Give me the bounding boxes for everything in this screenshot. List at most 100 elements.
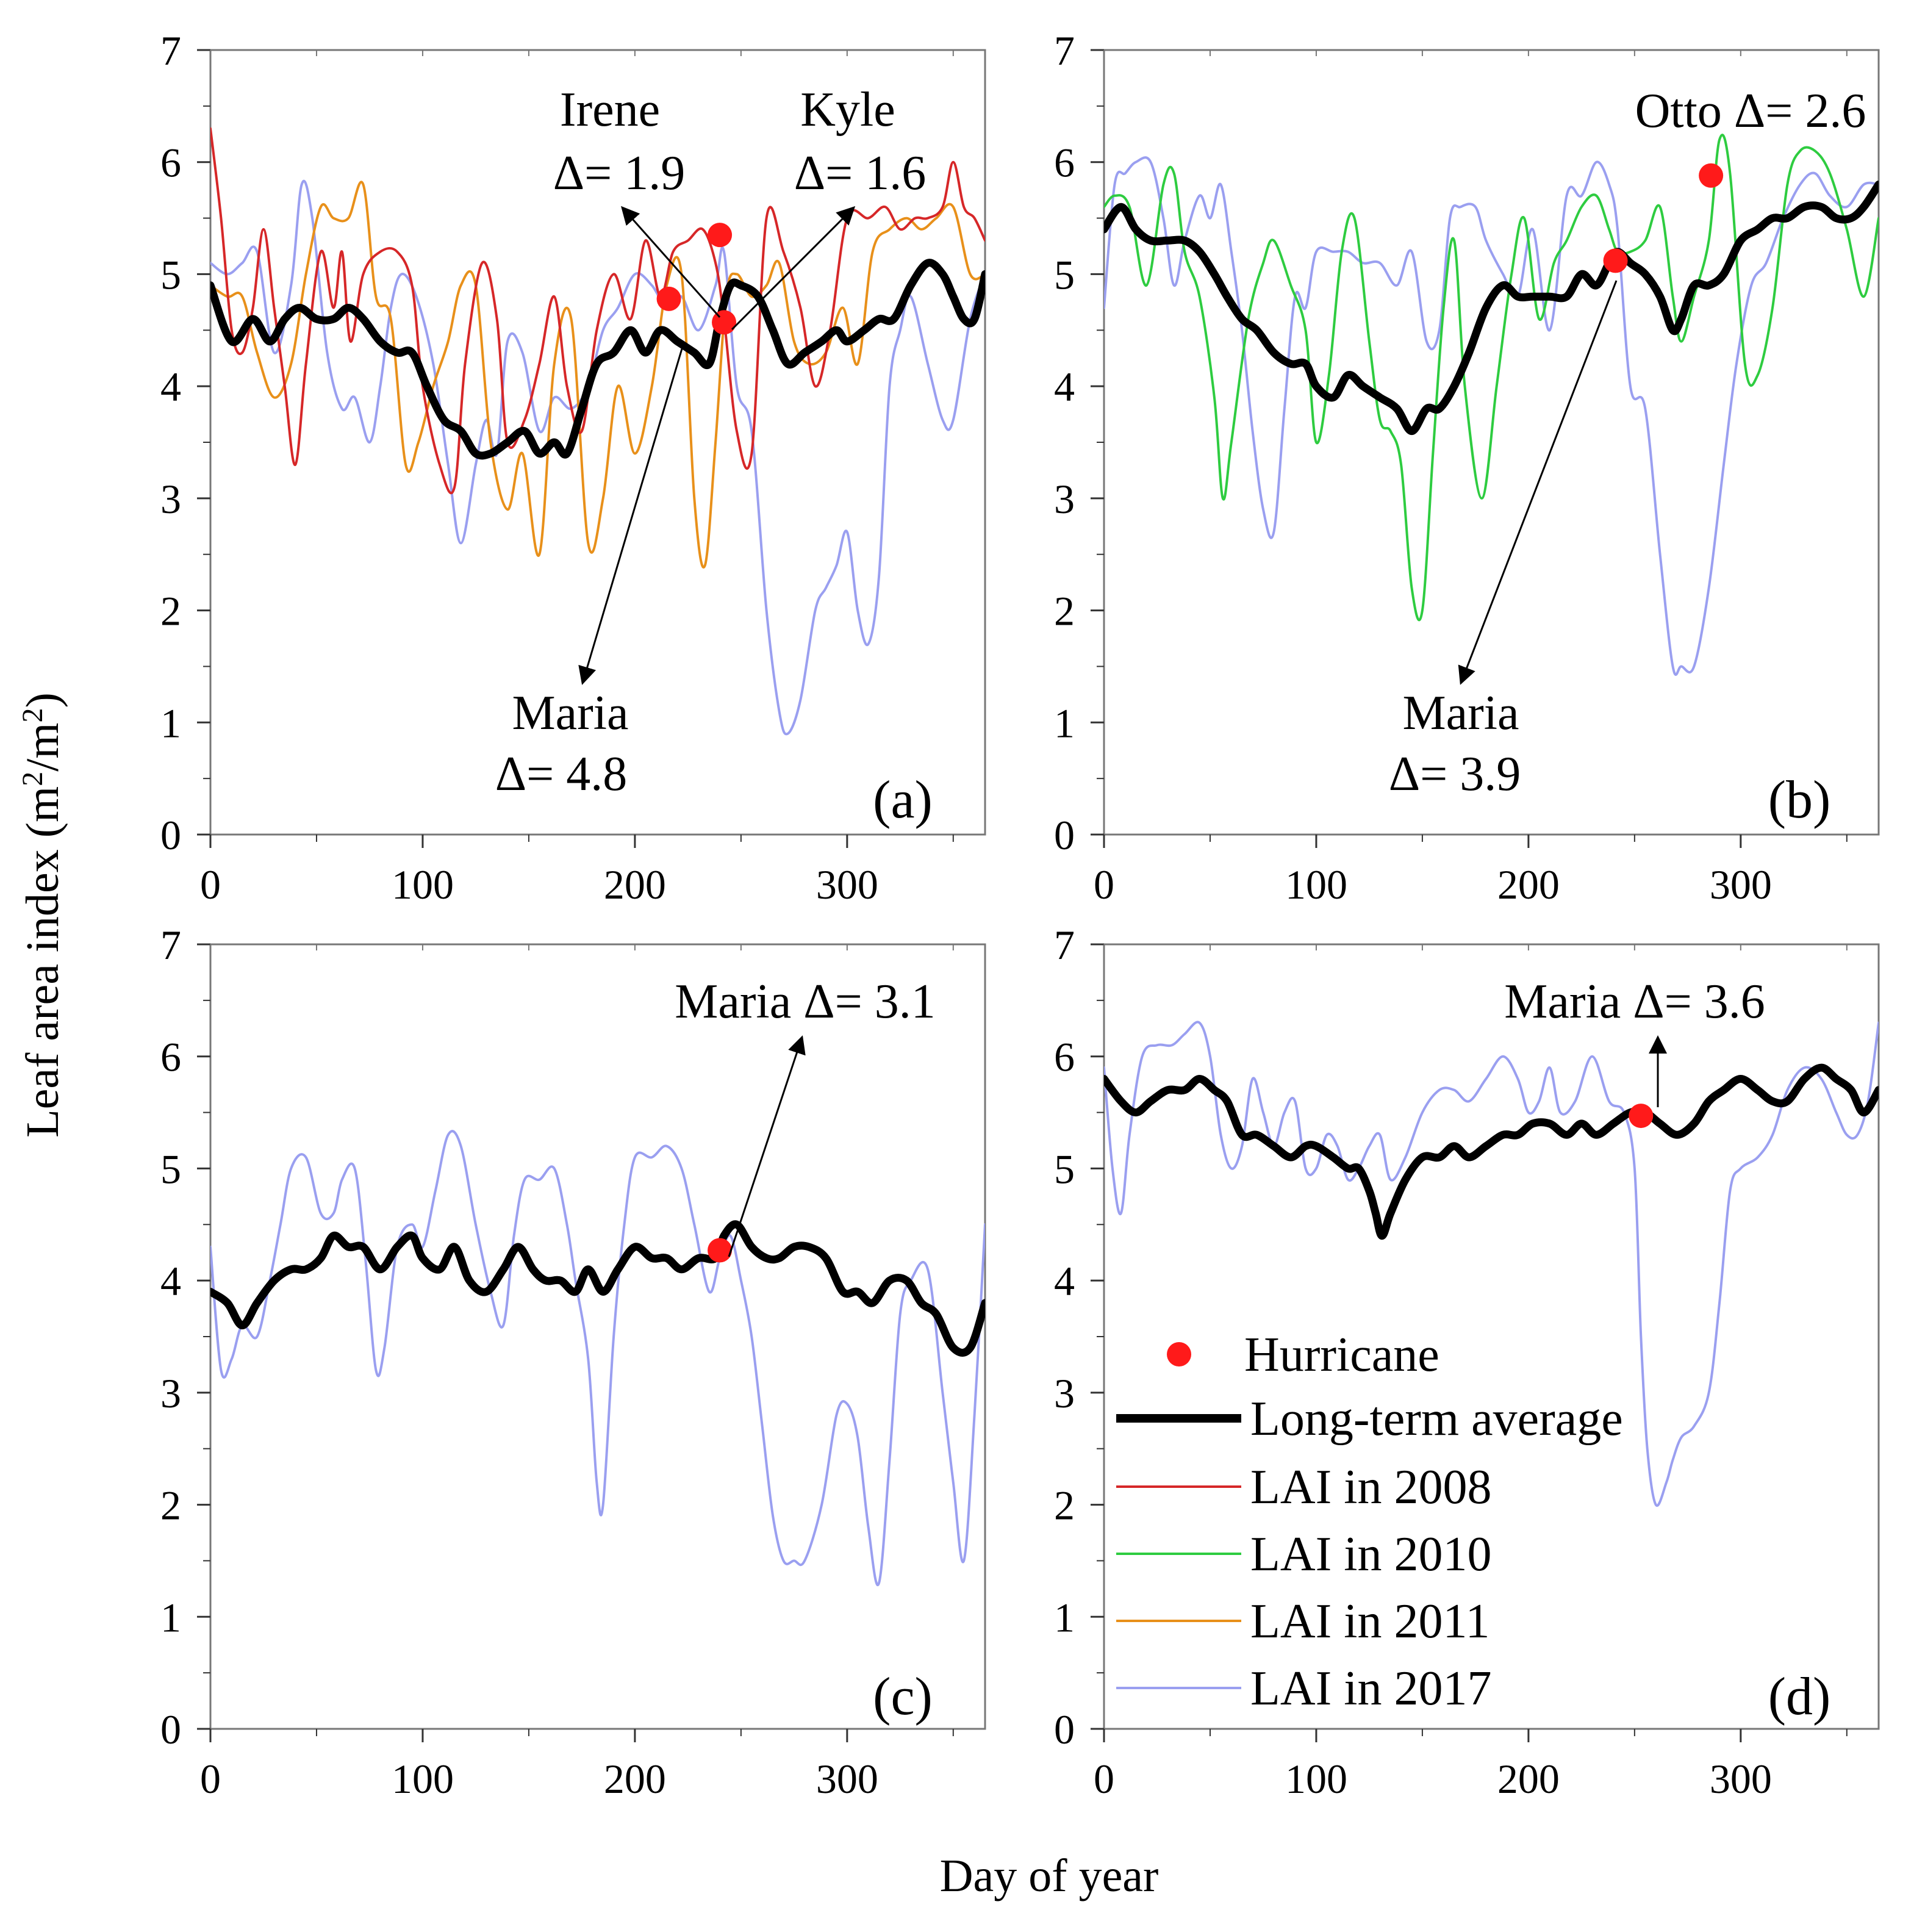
panel-label-a: (a) [873, 770, 933, 830]
x-tick-label: 100 [392, 1756, 454, 1802]
series-line-2017 [210, 1130, 985, 1586]
y-tick-label: 4 [160, 1258, 181, 1304]
panel-label-b: (b) [1768, 770, 1831, 830]
annotation-maria-name: Maria [675, 975, 791, 1029]
annotation-maria: Maria Δ= 3.6 [1504, 975, 1765, 1029]
series-line-avg [210, 259, 985, 460]
panel-b: 0 1 2 3 4 5 6 7 0 100 200 300 Otto Δ= 2.6 Maria Δ= … [1054, 27, 1880, 908]
y-tick-label: 1 [160, 700, 181, 746]
x-tick-label: 200 [604, 861, 666, 908]
hurricane-point [1699, 163, 1724, 188]
y-tick-label: 4 [1054, 364, 1075, 410]
annotation-otto: Otto Δ= 2.6 [1635, 84, 1866, 138]
arrow-maria [578, 344, 684, 685]
y-tick-label: 3 [160, 1370, 181, 1417]
y-tick-label: 7 [160, 27, 181, 74]
panel-label-d: (d) [1768, 1667, 1831, 1726]
series-group [1104, 1021, 1879, 1507]
annotation-kyle-delta: Δ= 1.6 [794, 146, 927, 200]
series-line-avg [210, 1220, 985, 1357]
hurricane-point [1603, 248, 1628, 273]
series-line-2010 [1104, 134, 1879, 622]
y-tick-label: 4 [160, 364, 181, 410]
annotation-maria-delta: Δ= 3.1 [803, 975, 936, 1029]
x-tick-label: 0 [1094, 861, 1114, 908]
annotation-maria-delta: Δ= 4.8 [495, 747, 628, 801]
hurricane-point [708, 1238, 733, 1263]
legend-2011-label: LAI in 2011 [1250, 1595, 1490, 1648]
legend: Hurricane Long-term average LAI in 2008 … [1116, 1328, 1623, 1715]
x-tick-label: 200 [1497, 1756, 1560, 1802]
y-tick-label: 5 [1054, 1146, 1075, 1192]
series-line-2008 [210, 127, 985, 494]
legend-hurricane-marker [1167, 1342, 1191, 1366]
legend-avg-label: Long-term average [1250, 1392, 1623, 1446]
annotation-otto-name: Otto [1635, 84, 1722, 138]
arrow-maria [1458, 280, 1618, 685]
panel-d: 0 1 2 3 4 5 6 7 0 100 200 300 Maria Δ= 3.6 (d) Hurr… [1054, 922, 1880, 1802]
y-tick-label: 2 [1054, 588, 1075, 634]
y-tick-label: 3 [1054, 476, 1075, 522]
series-line-avg [1104, 181, 1879, 436]
annotation-irene-delta: Δ= 1.9 [553, 146, 686, 200]
hurricane-point [712, 310, 737, 335]
y-axis-label: Leaf area index (m2/m2) [16, 692, 69, 1138]
series-group [210, 1130, 985, 1586]
x-tick-label: 100 [392, 861, 454, 908]
series-group [210, 127, 985, 736]
y-tick-label: 6 [1054, 140, 1075, 186]
annotation-otto-delta: Δ= 2.6 [1734, 84, 1866, 138]
annotation-maria-delta: Δ= 3.6 [1633, 975, 1765, 1029]
y-tick-label: 5 [160, 1146, 181, 1192]
x-tick-label: 100 [1285, 861, 1347, 908]
annotation-maria-name: Maria [1504, 975, 1621, 1029]
legend-2017-label: LAI in 2017 [1250, 1662, 1492, 1715]
annotation-maria: Maria Δ= 3.1 [675, 975, 936, 1029]
hurricane-point [1629, 1104, 1654, 1129]
arrow-kyle [731, 206, 856, 331]
y-tick-label: 4 [1054, 1258, 1075, 1304]
x-tick-label: 300 [1710, 861, 1772, 908]
series-line-2011 [210, 181, 985, 569]
annotation-kyle-name: Kyle [800, 83, 895, 137]
x-tick-label: 300 [816, 1756, 878, 1802]
series-line-2017 [1104, 1021, 1879, 1507]
x-tick-label: 300 [816, 861, 878, 908]
x-tick-label: 200 [1497, 861, 1560, 908]
y-tick-label: 6 [160, 140, 181, 186]
x-tick-label: 0 [200, 861, 221, 908]
plot-frame [1103, 943, 1880, 1730]
legend-hurricane-label: Hurricane [1244, 1328, 1439, 1382]
annotation-maria-name: Maria [1402, 686, 1519, 740]
y-tick-label: 2 [1054, 1482, 1075, 1529]
arrow-maria [728, 1035, 806, 1257]
series-line-2017 [210, 179, 985, 736]
panel-label-c: (c) [873, 1667, 933, 1726]
arrow-irene [621, 206, 721, 318]
legend-2010-label: LAI in 2010 [1250, 1528, 1492, 1581]
y-tick-label: 1 [1054, 1594, 1075, 1640]
series-line-avg [1104, 1063, 1879, 1240]
plot-frame [209, 943, 986, 1730]
hurricane-point [656, 286, 681, 311]
y-tick-label: 0 [160, 1706, 181, 1753]
y-tick-label: 2 [160, 588, 181, 634]
y-tick-label: 5 [160, 251, 181, 298]
x-tick-label: 0 [1094, 1756, 1114, 1802]
y-tick-label: 7 [1054, 27, 1075, 74]
y-tick-label: 7 [1054, 922, 1075, 968]
y-tick-label: 0 [1054, 1706, 1075, 1753]
y-tick-label: 6 [160, 1034, 181, 1080]
panel-a: 0 1 2 3 4 5 6 7 0 100 200 300 Irene Δ= 1.9 Kyle Δ= … [160, 27, 986, 908]
hurricane-point [708, 223, 733, 248]
y-tick-label: 3 [160, 476, 181, 522]
annotation-maria-delta: Δ= 3.9 [1389, 747, 1521, 801]
series-group [1104, 134, 1879, 676]
legend-2008-label: LAI in 2008 [1250, 1460, 1492, 1514]
y-tick-label: 1 [160, 1594, 181, 1640]
series-line-2017 [1104, 156, 1879, 676]
x-tick-label: 300 [1710, 1756, 1772, 1802]
y-tick-label: 2 [160, 1482, 181, 1529]
panel-c: 0 1 2 3 4 5 6 7 0 100 200 300 Maria Δ= 3.1 (c) [160, 922, 986, 1802]
